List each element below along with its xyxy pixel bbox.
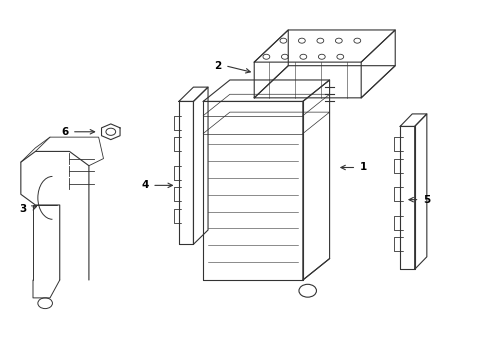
Text: 4: 4 xyxy=(141,180,148,190)
Text: 1: 1 xyxy=(359,162,366,172)
Text: 2: 2 xyxy=(214,61,221,71)
Text: 5: 5 xyxy=(422,195,429,204)
Text: 6: 6 xyxy=(61,127,68,137)
Text: 3: 3 xyxy=(20,203,27,213)
